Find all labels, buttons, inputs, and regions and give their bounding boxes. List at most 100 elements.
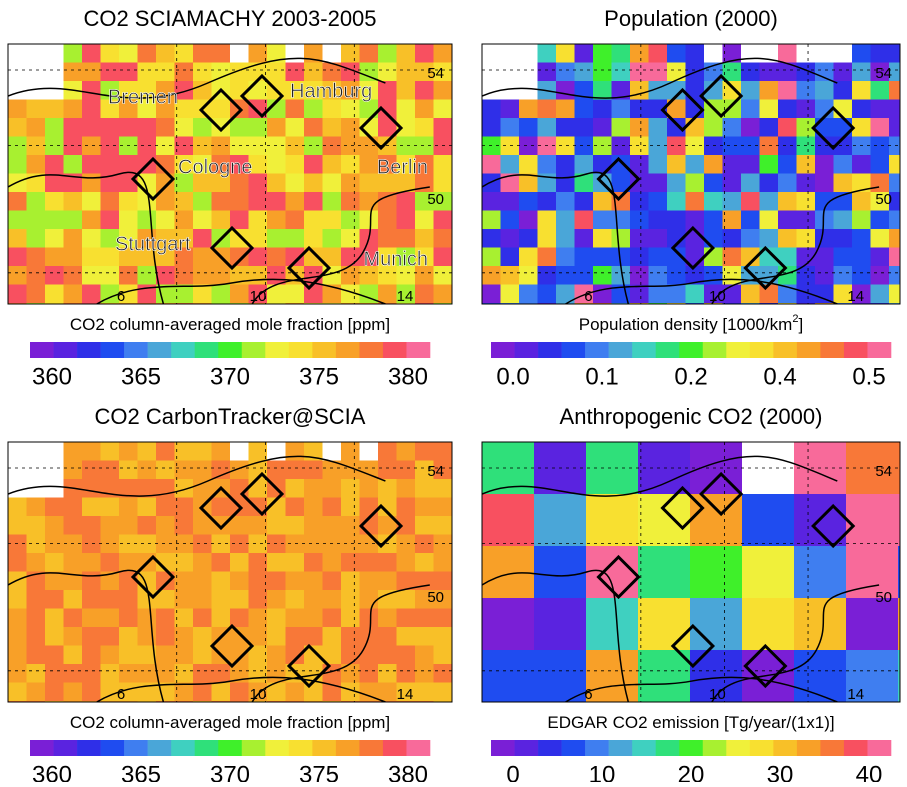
map-cell	[174, 682, 194, 702]
map-cell	[100, 118, 120, 137]
map-cell	[482, 247, 501, 267]
map-cell	[415, 553, 434, 572]
map-cell	[82, 682, 101, 702]
map-cell	[482, 546, 535, 599]
colorbar-swatch	[514, 740, 539, 756]
map-cell	[433, 553, 452, 572]
map-cell	[741, 62, 760, 82]
map-cell	[796, 247, 816, 267]
map-cell	[174, 497, 194, 517]
map-cell	[415, 516, 434, 535]
map-cell	[63, 192, 83, 211]
colorbar-swatch	[30, 740, 54, 756]
map-cell	[722, 229, 742, 248]
map-cell	[704, 81, 723, 100]
map-cell	[304, 516, 323, 535]
map-cell	[396, 479, 416, 498]
map-cell	[45, 534, 64, 554]
colorbar-swatch	[749, 342, 774, 358]
map-cell	[741, 99, 760, 119]
map-frame	[481, 441, 901, 703]
map-cell	[593, 136, 612, 156]
colorbar-swatch	[491, 740, 515, 756]
map-cell	[648, 266, 668, 285]
map-cell	[174, 460, 194, 480]
map-cell	[378, 155, 397, 174]
map-cell	[82, 516, 101, 535]
map-cell	[722, 62, 742, 82]
map-cell	[889, 155, 900, 174]
map-cell	[26, 627, 46, 646]
map-cell	[119, 442, 138, 461]
map-cell	[82, 99, 101, 119]
map-cell	[82, 173, 101, 193]
map-cell	[26, 664, 46, 683]
map-cell	[648, 155, 668, 174]
map-cell	[100, 534, 120, 554]
map-cell	[100, 210, 120, 230]
map-cell	[574, 99, 594, 119]
map-cell	[815, 155, 834, 174]
map-cell	[794, 650, 847, 702]
map-cell	[82, 118, 101, 137]
map-cell	[8, 571, 27, 591]
map-cell	[870, 136, 890, 156]
map-cell	[8, 608, 27, 628]
map-cell	[742, 546, 795, 599]
map-cell	[415, 136, 434, 156]
map-cell	[211, 284, 231, 304]
lon-label: 10	[709, 686, 726, 703]
map-cell	[285, 173, 305, 193]
map-cell	[667, 118, 686, 137]
map-cell	[537, 173, 557, 193]
map-cell	[690, 598, 743, 651]
map-cell	[119, 682, 138, 702]
map-cell	[519, 210, 538, 230]
map-cell	[248, 44, 268, 63]
map-cell	[174, 44, 194, 63]
map-cell	[815, 303, 834, 304]
map-cell	[537, 303, 557, 304]
map-cell	[211, 62, 231, 82]
map-cell	[285, 460, 305, 480]
map-cell	[593, 210, 612, 230]
city-marker	[670, 225, 716, 271]
map-cell	[156, 534, 175, 554]
map-cell	[230, 627, 249, 646]
map-cell	[415, 62, 434, 82]
map-cell	[778, 99, 797, 119]
map-cell	[341, 44, 360, 63]
map-cell	[267, 136, 286, 156]
map-cell	[500, 284, 520, 304]
map-cell	[230, 571, 249, 591]
map-cell	[304, 210, 323, 230]
map-cell	[638, 598, 691, 651]
colorbar-swatch	[124, 342, 148, 358]
map-cell	[611, 173, 631, 193]
map-cell	[378, 229, 397, 248]
city-marker	[596, 554, 641, 600]
map-cell	[285, 627, 305, 646]
map-cell	[593, 62, 612, 82]
colorbar-swatch	[820, 342, 845, 358]
city-marker	[198, 87, 244, 133]
map-cell	[519, 247, 538, 267]
map-cell	[759, 192, 779, 211]
map-cell	[648, 62, 668, 82]
map-cell	[889, 210, 900, 230]
map-cell	[741, 81, 760, 100]
map-cell	[648, 173, 668, 193]
map-cell	[193, 608, 212, 628]
map-cell	[322, 442, 342, 461]
map-cell	[378, 571, 397, 591]
map-cell	[852, 247, 871, 267]
map-cell	[482, 229, 501, 248]
map-cell	[759, 229, 779, 248]
map-cell	[359, 192, 379, 211]
map-cell	[119, 497, 138, 517]
map-cell	[611, 247, 631, 267]
map-cell	[415, 284, 434, 304]
city-marker	[811, 105, 856, 151]
map-cell	[537, 210, 557, 230]
map-cell	[519, 155, 538, 174]
